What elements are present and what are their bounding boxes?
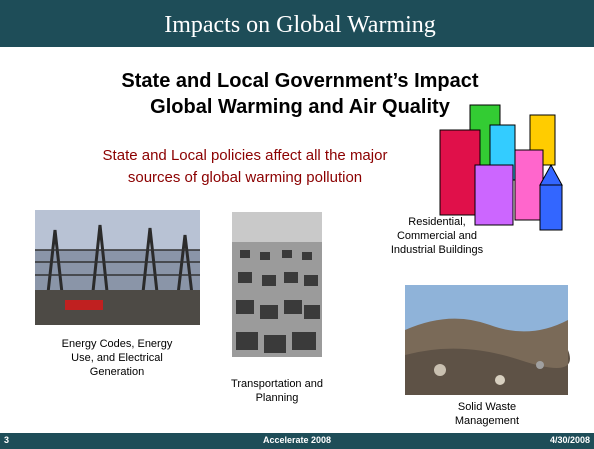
buildings-clipart [440,105,562,230]
caption: Generation [90,366,144,378]
footer-date: 4/30/2008 [550,435,590,445]
slide-number: 3 [4,435,9,445]
intro-text: State and Local policies affect all the … [103,147,388,164]
caption: Planning [256,392,299,404]
subtitle: Global Warming and Air Quality [150,96,450,119]
caption: Transportation and [231,378,323,390]
intro-text: sources of global warming pollution [128,169,362,186]
caption: Residential, [408,216,465,228]
caption: Commercial and [397,230,477,242]
caption: Solid Waste [458,401,516,413]
power-photo [35,210,200,325]
footer-event: Accelerate 2008 [263,435,331,445]
caption: Energy Codes, Energy [62,338,173,350]
caption: Industrial Buildings [391,244,483,256]
landfill-photo [405,285,570,395]
caption: Use, and Electrical [71,352,163,364]
slide: Impacts on Global Warming State and Loca… [0,0,594,449]
caption: Management [455,415,519,427]
traffic-photo [232,212,322,357]
slide-title: Impacts on Global Warming [164,12,436,39]
subtitle: State and Local Government’s Impact [121,70,478,93]
